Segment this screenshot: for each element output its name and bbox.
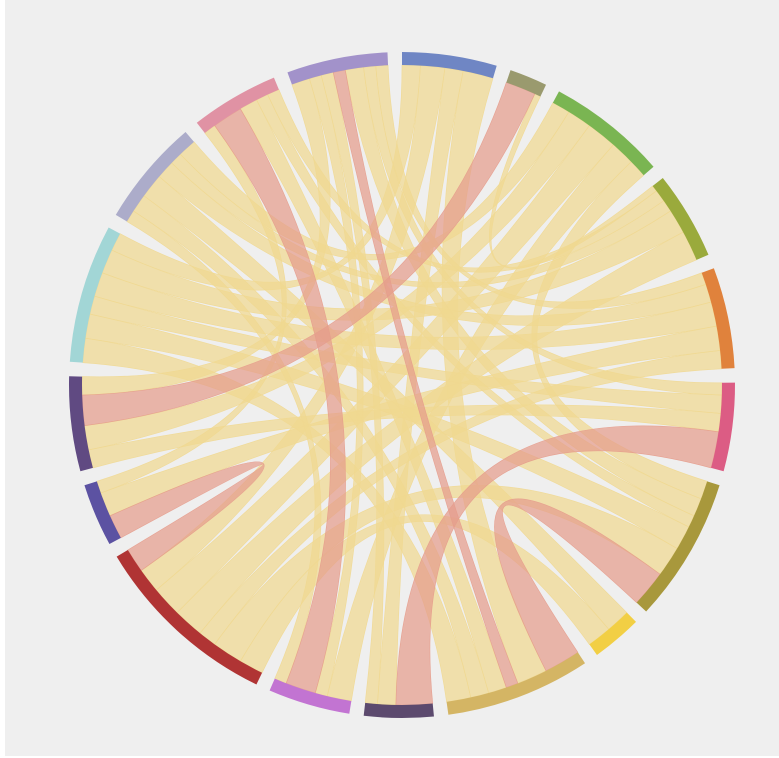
- group-arc: [701, 268, 735, 369]
- group-arc: [287, 52, 389, 85]
- group-arc: [711, 382, 735, 472]
- chords: [81, 64, 723, 706]
- group-arc: [69, 376, 93, 472]
- chord: [96, 125, 287, 494]
- group-arc: [446, 652, 586, 715]
- group-arc: [196, 77, 279, 133]
- group-arc: [116, 549, 263, 685]
- chord: [126, 210, 322, 684]
- group-arc: [69, 227, 121, 363]
- group-arc: [84, 481, 121, 545]
- group-arc: [589, 612, 637, 655]
- chord: [81, 78, 331, 396]
- group-arc: [269, 678, 352, 714]
- group-arc: [636, 481, 720, 612]
- group-arc: [552, 91, 654, 176]
- group-arc: [115, 131, 194, 222]
- group-arc: [402, 52, 497, 79]
- group-arc: [363, 702, 434, 718]
- group-arc: [506, 70, 547, 97]
- chord: [395, 425, 719, 706]
- chord: [214, 108, 346, 694]
- chord: [494, 498, 661, 672]
- group-arcs: [69, 52, 735, 718]
- group-arc: [652, 177, 709, 260]
